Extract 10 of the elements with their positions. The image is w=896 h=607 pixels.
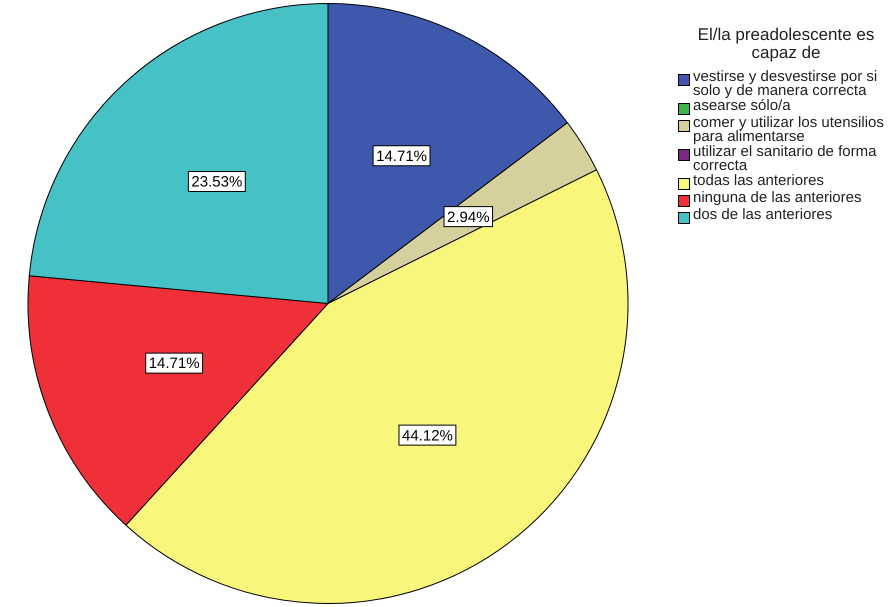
legend-label: dos de las anteriores	[693, 206, 832, 223]
legend-label: asearse sólo/a	[693, 97, 791, 114]
data-label: 2.94%	[447, 208, 490, 226]
legend-title: El/la preadolescente es capaz de	[696, 25, 876, 62]
data-label: 44.12%	[402, 427, 453, 444]
legend-label: todas las anteriores	[693, 172, 824, 189]
data-label: 23.53%	[191, 174, 242, 191]
data-label: 14.71%	[376, 148, 427, 165]
data-label: 14.71%	[148, 355, 200, 372]
legend-label: ninguna de las anteriores	[693, 189, 862, 206]
